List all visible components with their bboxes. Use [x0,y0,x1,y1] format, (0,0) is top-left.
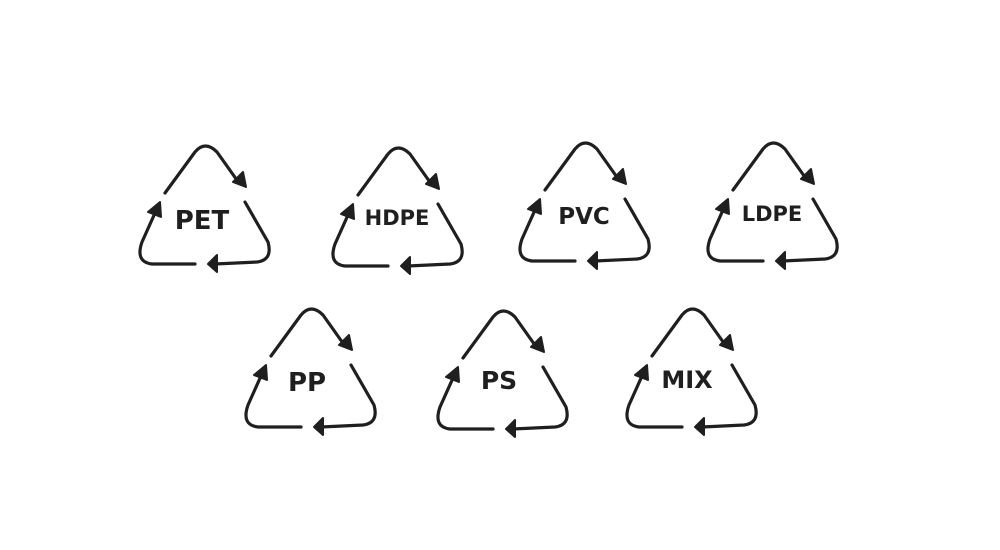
symbol-label: MIX [661,366,713,394]
symbol-label: HDPE [365,206,430,230]
symbol-label: PET [175,206,230,236]
recycle-symbol-ps: PS [436,309,569,439]
symbol-label: LDPE [742,202,803,226]
recycle-symbol-ldpe: LDPE [706,141,839,271]
symbol-label: PVC [558,204,610,230]
recycle-symbol-pvc: PVC [518,141,651,271]
recycle-symbol-hdpe: HDPE [331,146,464,276]
symbol-label: PS [481,366,517,395]
recycle-symbol-pp: PP [244,307,377,437]
symbol-label: PP [288,368,326,398]
recycle-symbol-mix: MIX [625,307,758,437]
recycle-symbol-pet: PET [138,144,271,274]
